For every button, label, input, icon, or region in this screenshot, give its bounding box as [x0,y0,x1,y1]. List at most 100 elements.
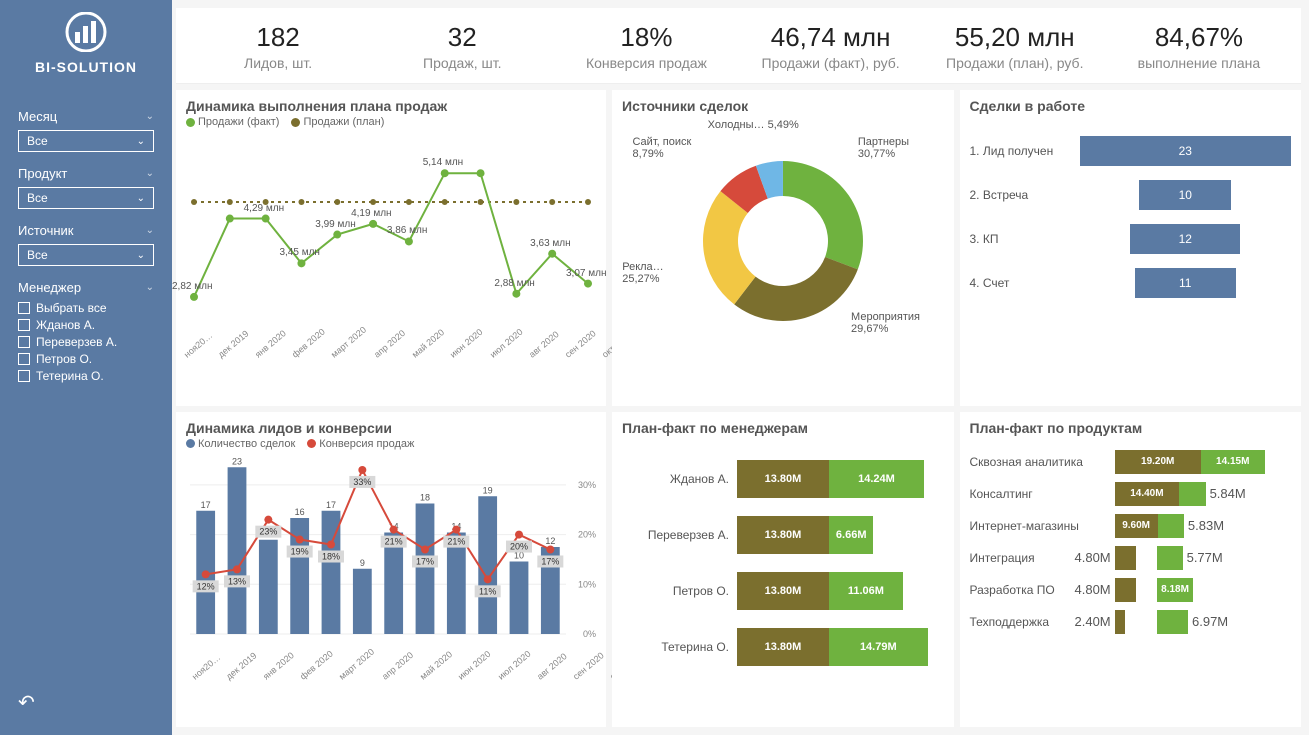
manager-checkbox[interactable]: Переверзев А. [18,335,154,349]
filter-product-select[interactable]: Все⌄ [18,187,154,209]
manager-checkbox[interactable]: Жданов А. [18,318,154,332]
funnel-stage: 3. КП12 [970,224,1292,254]
filter-manager-label: Менеджер [18,280,81,295]
donut-chart[interactable]: Партнеры30,77% Мероприятия29,67% Рекла…25,… [612,116,954,366]
kpi-card: 84,67% выполнение плана [1107,22,1291,71]
chevron-down-icon[interactable]: ⌄ [146,225,154,236]
planfact-row: Тетерина О.13.80M14.79M [622,628,944,666]
chart-title: Динамика выполнения плана продаж [176,90,606,116]
planfact-row: Жданов А.13.80M14.24M [622,460,944,498]
legend-item: Конверсия продаж [307,438,414,450]
planfact-row: Интеграция4.80M5.77M [970,546,1292,570]
manager-checkbox[interactable]: Петров О. [18,352,154,366]
kpi-card: 32 Продаж, шт. [370,22,554,71]
card-plan-dynamics: Динамика выполнения плана продаж Продажи… [176,90,606,406]
manager-checkbox[interactable]: Выбрать все [18,301,154,315]
back-button[interactable]: ↶ [18,682,154,723]
planfact-row: Интернет-магазины9.60M5.83M [970,514,1292,538]
svg-text:20%: 20% [578,529,596,539]
combo-chart[interactable]: 30%20%10%0%1723131617914181419101212%13%… [182,454,600,684]
kpi-label: выполнение плана [1107,55,1291,71]
kpi-card: 55,20 млн Продажи (план), руб. [923,22,1107,71]
kpi-label: Продаж, шт. [370,55,554,71]
filter-month: Месяц ⌄ Все⌄ [18,109,154,152]
legend-item: Продажи (факт) [186,116,279,128]
svg-text:16: 16 [295,507,305,517]
kpi-label: Лидов, шт. [186,55,370,71]
planfact-row: Техподдержка2.40M6.97M [970,610,1292,634]
planfact-product-chart[interactable]: Сквозная аналитика19.20M14.15M Консалтинг… [960,438,1302,646]
svg-text:21%: 21% [385,536,403,546]
kpi-value: 32 [370,22,554,53]
filter-month-select[interactable]: Все⌄ [18,130,154,152]
filter-product-label: Продукт [18,166,67,181]
donut-label: Мероприятия29,67% [851,311,920,335]
legend-item: Количество сделок [186,438,295,450]
chevron-down-icon: ⌄ [137,136,145,147]
kpi-value: 55,20 млн [923,22,1107,53]
svg-text:17%: 17% [416,556,434,566]
sidebar: BI-SOLUTION Месяц⌄ Все⌄ Продукт⌄ Все⌄ Ис… [0,0,172,735]
svg-text:18: 18 [420,492,430,502]
donut-label: Рекла…25,27% [622,261,663,285]
svg-text:21%: 21% [447,536,465,546]
funnel-chart[interactable]: 1. Лид получен232. Встреча103. КП124. Сч… [960,116,1302,318]
kpi-label: Продажи (факт), руб. [739,55,923,71]
svg-text:19: 19 [483,485,493,495]
donut-label: Сайт, поиск8,79% [632,136,691,160]
card-funnel: Сделки в работе 1. Лид получен232. Встре… [960,90,1302,406]
funnel-stage: 1. Лид получен23 [970,136,1292,166]
planfact-row: Консалтинг14.40M5.84M [970,482,1292,506]
svg-text:0%: 0% [583,629,596,639]
chart-legend: Количество сделок Конверсия продаж [176,438,606,454]
svg-text:12: 12 [545,536,555,546]
kpi-value: 18% [554,22,738,53]
chart-legend: Продажи (факт) Продажи (план) [176,116,606,132]
manager-checkbox[interactable]: Тетерина О. [18,369,154,383]
filter-source-select[interactable]: Все⌄ [18,244,154,266]
filter-manager: Менеджер ⌄ Выбрать все Жданов А. Переверзев… [18,280,154,386]
svg-text:17: 17 [326,499,336,509]
card-leads-conv: Динамика лидов и конверсии Количество сд… [176,412,606,728]
svg-text:18%: 18% [322,551,340,561]
planfact-row: Разработка ПО4.80M8.18M [970,578,1292,602]
main-content: 182Лидов, шт.32Продаж, шт.18%Конверсия п… [172,0,1309,735]
chart-title: План-факт по менеджерам [612,412,954,438]
donut-label: Холодны… 5,49% [708,119,799,131]
planfact-manager-chart[interactable]: Жданов А.13.80M14.24M Переверзев А.13.80M… [612,438,954,688]
svg-text:10%: 10% [578,579,596,589]
chevron-down-icon: ⌄ [137,250,145,261]
brand-text: BI-SOLUTION [18,59,154,75]
funnel-stage: 4. Счет11 [970,268,1292,298]
kpi-value: 84,67% [1107,22,1291,53]
card-planfact-prod: План-факт по продуктам Сквозная аналитик… [960,412,1302,728]
kpi-card: 182Лидов, шт. [186,22,370,71]
svg-text:9: 9 [360,557,365,567]
kpi-card: 18%Конверсия продаж [554,22,738,71]
svg-text:17%: 17% [541,556,559,566]
svg-text:23%: 23% [259,526,277,536]
chevron-down-icon: ⌄ [137,193,145,204]
svg-text:17: 17 [201,499,211,509]
donut-label: Партнеры30,77% [858,136,909,160]
chart-title: Источники сделок [612,90,954,116]
kpi-value: 46,74 млн [739,22,923,53]
planfact-row: Переверзев А.13.80M6.66M [622,516,944,554]
planfact-row: Петров О.13.80M11.06M [622,572,944,610]
svg-text:11%: 11% [479,586,496,596]
svg-text:13%: 13% [228,576,246,586]
planfact-row: Сквозная аналитика19.20M14.15M [970,450,1292,474]
svg-text:23: 23 [232,456,242,466]
filter-month-label: Месяц [18,109,57,124]
svg-text:19%: 19% [291,546,309,556]
line-chart[interactable]: 2,82 млн4,29 млн3,45 млн3,99 млн4,19 млн… [182,132,600,362]
svg-text:20%: 20% [510,541,528,551]
chevron-down-icon[interactable]: ⌄ [146,111,154,122]
kpi-label: Продажи (план), руб. [923,55,1107,71]
kpi-card: 46,74 млн Продажи (факт), руб. [739,22,923,71]
chevron-down-icon[interactable]: ⌄ [146,168,154,179]
legend-item: Продажи (план) [291,116,384,128]
chevron-down-icon[interactable]: ⌄ [146,282,154,293]
filter-product: Продукт ⌄ Все⌄ [18,166,154,209]
logo: BI-SOLUTION [18,12,154,75]
